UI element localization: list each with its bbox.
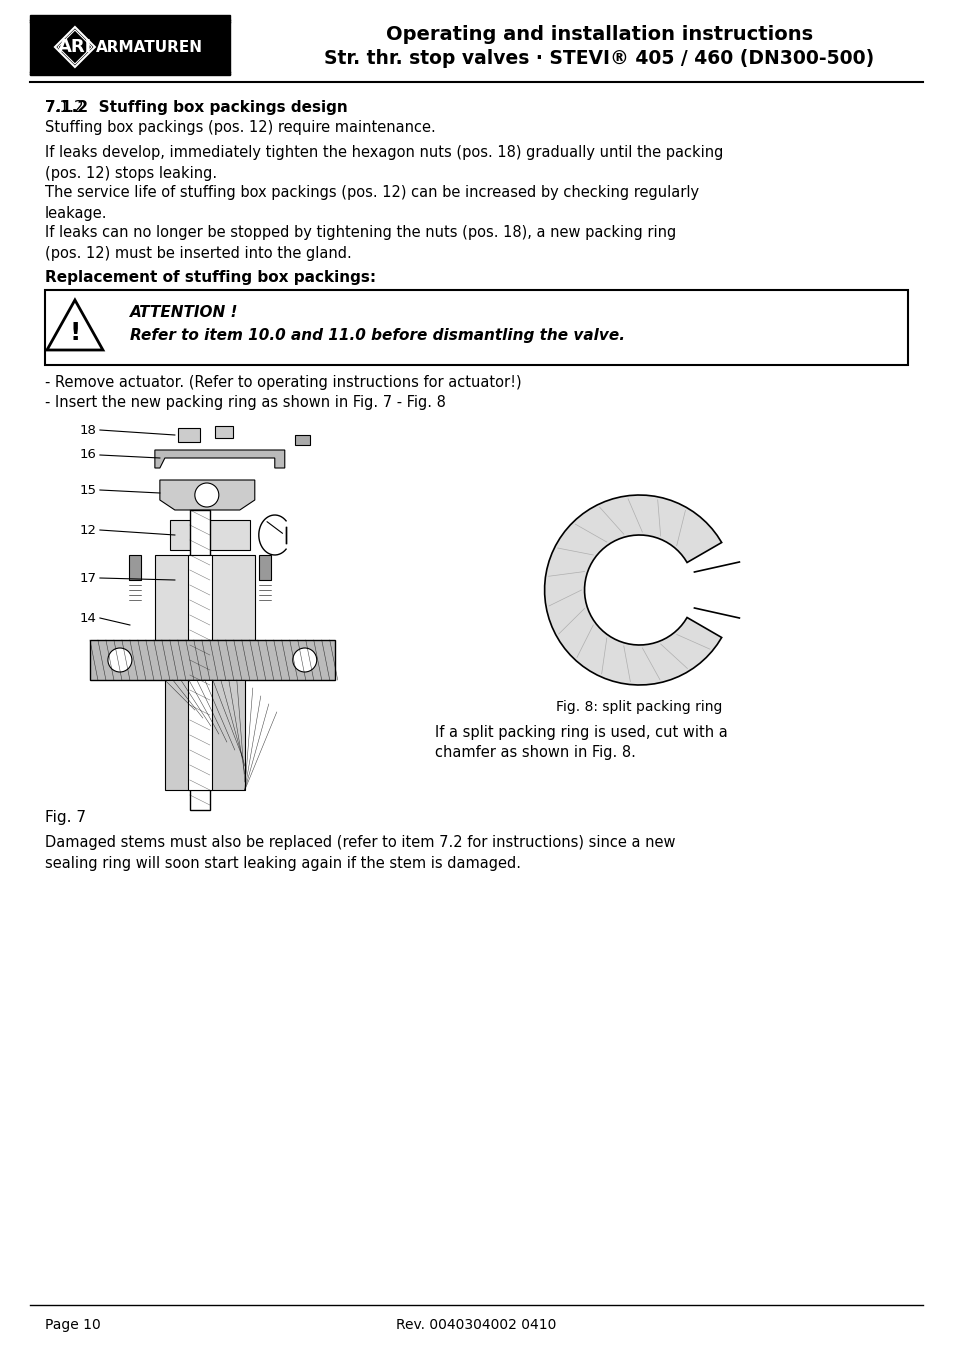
FancyBboxPatch shape [129,555,141,580]
Polygon shape [47,300,103,350]
FancyBboxPatch shape [188,555,212,640]
Text: Damaged stems must also be replaced (refer to item 7.2 for instructions) since a: Damaged stems must also be replaced (ref… [45,835,675,871]
Text: If leaks can no longer be stopped by tightening the nuts (pos. 18), a new packin: If leaks can no longer be stopped by tig… [45,226,676,261]
FancyBboxPatch shape [30,15,230,76]
Text: 18: 18 [80,423,96,436]
Circle shape [108,648,132,671]
FancyBboxPatch shape [45,290,907,365]
Text: - Remove actuator. (Refer to operating instructions for actuator!): - Remove actuator. (Refer to operating i… [45,376,521,390]
Text: Replacement of stuffing box packings:: Replacement of stuffing box packings: [45,270,375,285]
Polygon shape [154,450,284,467]
FancyBboxPatch shape [258,555,271,580]
Text: ARMATUREN: ARMATUREN [96,39,203,54]
Polygon shape [544,494,720,685]
Polygon shape [154,555,254,640]
Polygon shape [689,565,743,615]
FancyBboxPatch shape [188,680,212,790]
Text: Stuffing box packings (pos. 12) require maintenance.: Stuffing box packings (pos. 12) require … [45,120,436,135]
FancyBboxPatch shape [177,428,199,442]
Text: The service life of stuffing box packings (pos. 12) can be increased by checking: The service life of stuffing box packing… [45,185,699,222]
Polygon shape [170,520,250,550]
Text: Page 10: Page 10 [45,1319,101,1332]
FancyBboxPatch shape [294,435,310,444]
FancyBboxPatch shape [190,509,210,811]
Text: ATTENTION !: ATTENTION ! [130,305,238,320]
Text: 17: 17 [80,571,97,585]
Polygon shape [90,640,335,680]
Text: Operating and installation instructions: Operating and installation instructions [386,26,812,45]
Text: ARI: ARI [58,38,92,55]
Text: - Insert the new packing ring as shown in Fig. 7 - Fig. 8: - Insert the new packing ring as shown i… [45,394,445,409]
Text: 7.1.2: 7.1.2 [45,100,93,115]
Text: Fig. 7: Fig. 7 [45,811,86,825]
Circle shape [194,484,218,507]
Circle shape [293,648,316,671]
FancyBboxPatch shape [214,426,233,438]
Polygon shape [180,567,219,588]
Text: 12: 12 [80,523,97,536]
Text: 14: 14 [80,612,96,624]
Text: 7.1.2  Stuffing box packings design: 7.1.2 Stuffing box packings design [45,100,347,115]
Text: Fig. 8: split packing ring: Fig. 8: split packing ring [556,700,722,713]
Text: 16: 16 [80,449,96,462]
Text: 15: 15 [80,484,97,497]
Text: Rev. 0040304002 0410: Rev. 0040304002 0410 [396,1319,557,1332]
Text: If leaks develop, immediately tighten the hexagon nuts (pos. 18) gradually until: If leaks develop, immediately tighten th… [45,145,722,181]
Text: Refer to item 10.0 and 11.0 before dismantling the valve.: Refer to item 10.0 and 11.0 before disma… [130,328,624,343]
Text: Str. thr. stop valves · STEVI® 405 / 460 (DN300-500): Str. thr. stop valves · STEVI® 405 / 460… [324,49,874,68]
Text: !: ! [70,322,81,345]
Text: If a split packing ring is used, cut with a
chamfer as shown in Fig. 8.: If a split packing ring is used, cut wit… [435,725,726,759]
Polygon shape [165,680,245,790]
Polygon shape [160,480,254,509]
